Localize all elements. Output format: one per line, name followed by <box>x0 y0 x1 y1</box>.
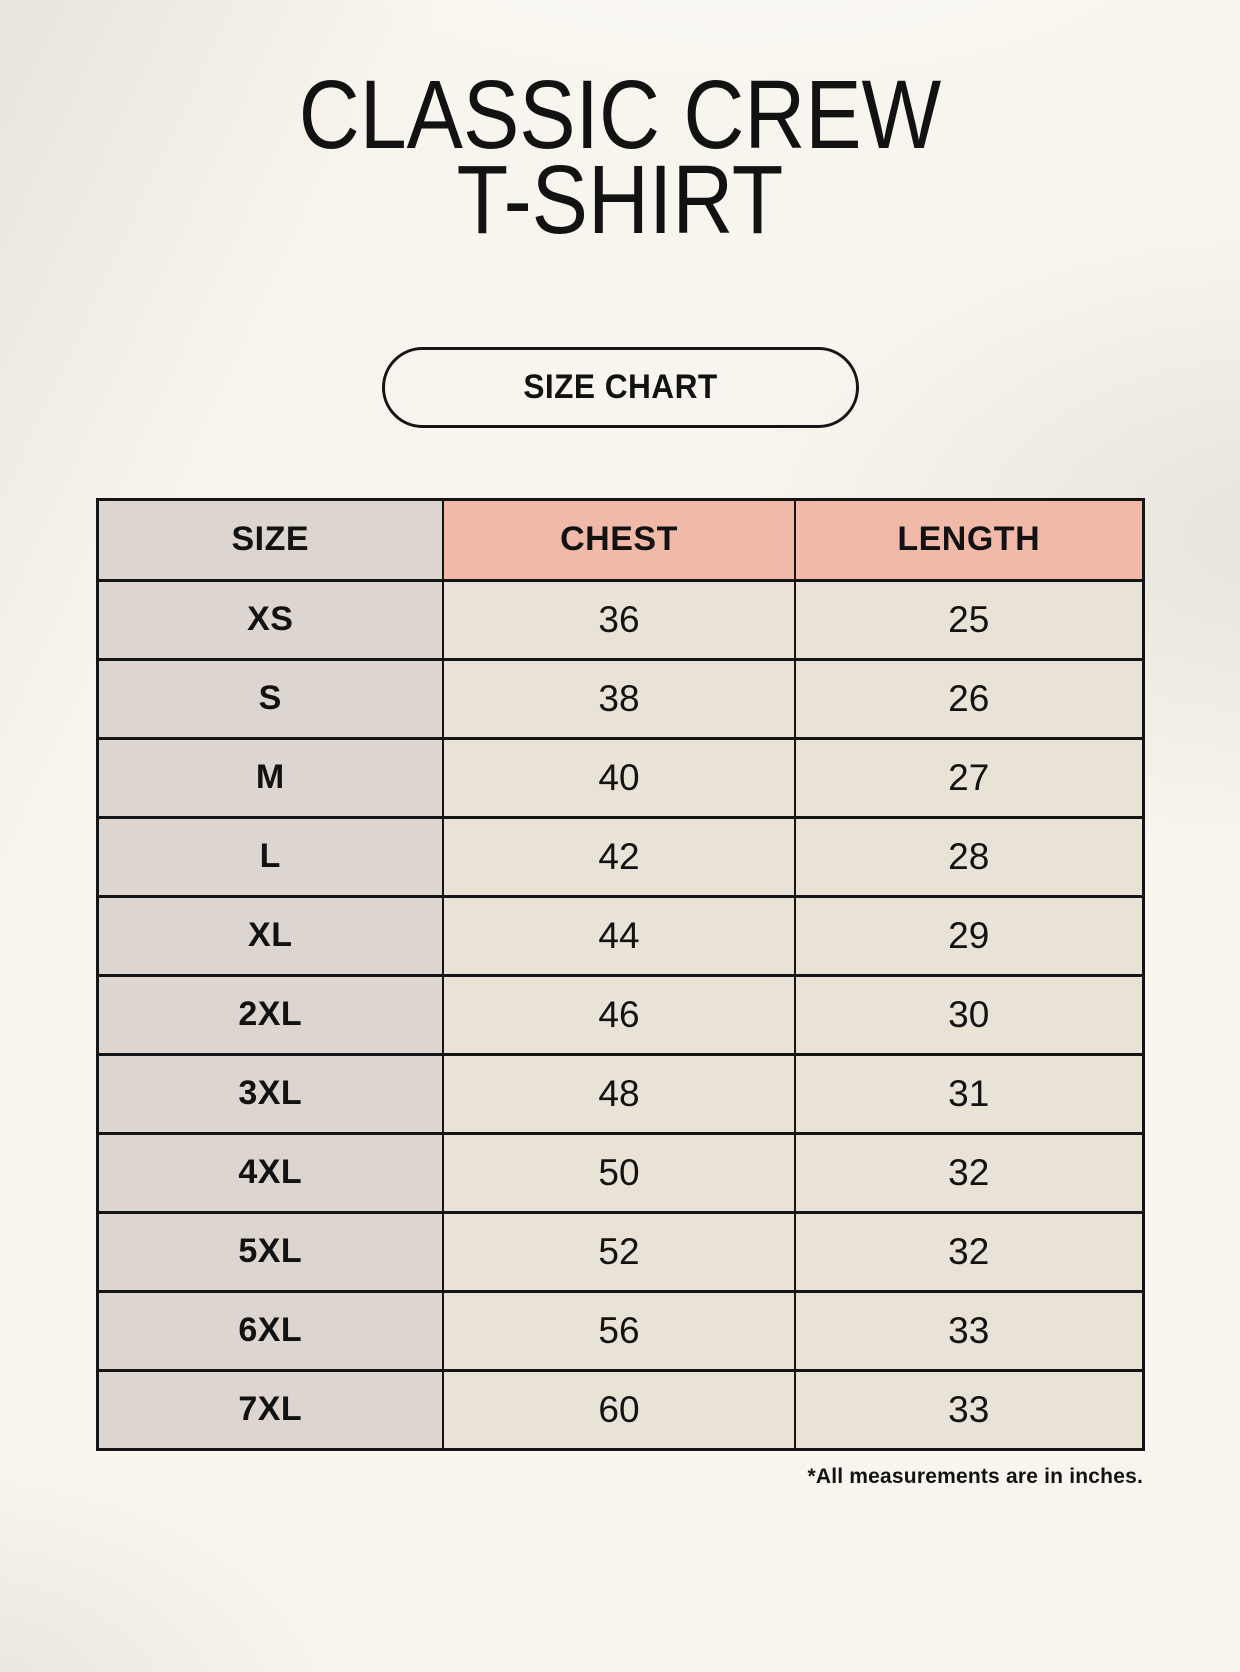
table-row: 7XL 60 33 <box>96 1368 1144 1451</box>
size-cell: 4XL <box>96 1131 444 1214</box>
chest-cell: 42 <box>442 815 796 898</box>
table-row: 6XL 56 33 <box>96 1289 1144 1372</box>
size-cell: 3XL <box>96 1052 444 1135</box>
table-row: 2XL 46 30 <box>96 973 1144 1056</box>
chest-cell: 46 <box>442 973 796 1056</box>
table-header-row: SIZE CHEST LENGTH <box>96 497 1144 582</box>
length-cell: 25 <box>794 578 1144 661</box>
table-row: 3XL 48 31 <box>96 1052 1144 1135</box>
length-cell: 33 <box>794 1289 1144 1372</box>
table-body: XS 36 25 S 38 26 M 40 27 L 42 28 XL 44 29 2XL 46 30 3XL 48 3… <box>96 578 1144 1451</box>
header-size: SIZE <box>96 497 444 582</box>
chest-cell: 48 <box>442 1052 796 1135</box>
table-row: S 38 26 <box>96 657 1144 740</box>
length-cell: 32 <box>794 1210 1144 1293</box>
chest-cell: 50 <box>442 1131 796 1214</box>
header-length: LENGTH <box>794 497 1144 582</box>
size-cell: 6XL <box>96 1289 444 1372</box>
length-cell: 28 <box>794 815 1144 898</box>
chest-cell: 44 <box>442 894 796 977</box>
size-chart-page: CLASSIC CREW T-SHIRT SIZE CHART SIZE CHE… <box>0 60 1240 1672</box>
length-cell: 33 <box>794 1368 1144 1451</box>
measurement-footnote: *All measurements are in inches. <box>807 1464 1143 1488</box>
table-row: XL 44 29 <box>96 894 1144 977</box>
size-cell: 7XL <box>96 1368 444 1451</box>
size-cell: XS <box>96 578 444 661</box>
table-row: 4XL 50 32 <box>96 1131 1144 1214</box>
chest-cell: 40 <box>442 736 796 819</box>
table-row: M 40 27 <box>96 736 1144 819</box>
chest-cell: 36 <box>442 578 796 661</box>
size-cell: 2XL <box>96 973 444 1056</box>
page-title: CLASSIC CREW T-SHIRT <box>81 60 1160 255</box>
length-cell: 26 <box>794 657 1144 740</box>
length-cell: 30 <box>794 973 1144 1056</box>
size-cell: XL <box>96 894 444 977</box>
size-chart-button[interactable]: SIZE CHART <box>381 346 859 428</box>
size-cell: L <box>96 815 444 898</box>
length-cell: 27 <box>794 736 1144 819</box>
page-title-line-2: T-SHIRT <box>456 145 784 255</box>
size-cell: S <box>96 657 444 740</box>
table-row: 5XL 52 32 <box>96 1210 1144 1293</box>
chest-cell: 38 <box>442 657 796 740</box>
header-chest: CHEST <box>442 497 796 582</box>
size-table: SIZE CHEST LENGTH XS 36 25 S 38 26 M 40 27 L 42 28 X… <box>95 497 1145 1451</box>
chest-cell: 60 <box>442 1368 796 1451</box>
table-row: XS 36 25 <box>96 578 1144 661</box>
length-cell: 29 <box>794 894 1144 977</box>
table-row: L 42 28 <box>96 815 1144 898</box>
size-chart-button-label: SIZE CHART <box>522 367 718 406</box>
size-cell: 5XL <box>96 1210 444 1293</box>
page-title-line-1: CLASSIC CREW <box>298 60 942 169</box>
length-cell: 31 <box>794 1052 1144 1135</box>
length-cell: 32 <box>794 1131 1144 1214</box>
chest-cell: 56 <box>442 1289 796 1372</box>
chest-cell: 52 <box>442 1210 796 1293</box>
size-cell: M <box>96 736 444 819</box>
